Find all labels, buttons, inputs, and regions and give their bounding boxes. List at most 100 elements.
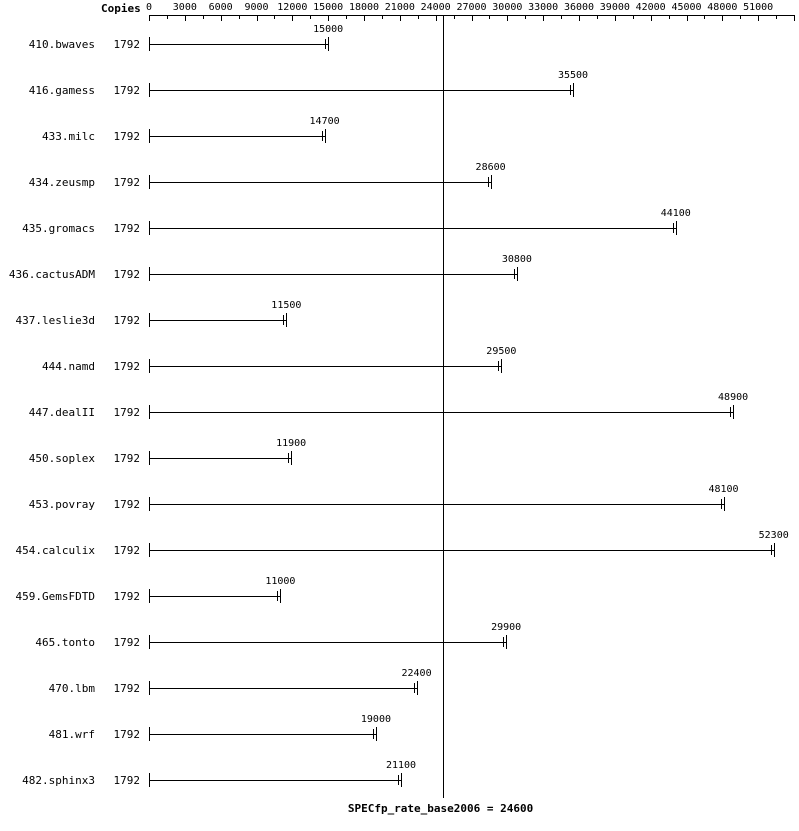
x-tick [257, 15, 258, 21]
bar-line [149, 136, 325, 137]
x-tick-label: 27000 [456, 2, 486, 13]
x-tick [669, 15, 670, 19]
bar-value-label: 28600 [476, 162, 506, 173]
x-tick-label: 3000 [173, 2, 197, 13]
bar-value-label: 29900 [491, 622, 521, 633]
benchmark-name: 433.milc [0, 130, 95, 143]
x-tick [651, 15, 652, 21]
x-tick [633, 15, 634, 19]
x-tick [310, 15, 311, 19]
x-tick [328, 15, 329, 21]
bar-end-cap [280, 589, 281, 603]
bar-end-cap [676, 221, 677, 235]
copies-header: Copies [101, 2, 141, 15]
bar-line [149, 182, 491, 183]
x-tick [436, 15, 437, 21]
bar-line [149, 688, 417, 689]
x-tick [525, 15, 526, 19]
copies-value: 1792 [100, 314, 140, 327]
x-tick [722, 15, 723, 21]
benchmark-name: 444.namd [0, 360, 95, 373]
bar-end-cap [506, 635, 507, 649]
bar-end-cap-secondary [498, 361, 499, 371]
bar-end-cap [417, 681, 418, 695]
copies-value: 1792 [100, 728, 140, 741]
bar-end-cap-secondary [488, 177, 489, 187]
copies-value: 1792 [100, 682, 140, 695]
bar-value-label: 22400 [401, 668, 431, 679]
bar-line [149, 734, 376, 735]
x-tick [185, 15, 186, 21]
x-tick [561, 15, 562, 19]
copies-value: 1792 [100, 130, 140, 143]
bar-line [149, 642, 506, 643]
benchmark-name: 447.dealII [0, 406, 95, 419]
bar-end-cap-secondary [570, 85, 571, 95]
benchmark-name: 410.bwaves [0, 38, 95, 51]
bar-end-cap-secondary [322, 131, 323, 141]
x-tick-label: 39000 [600, 2, 630, 13]
benchmark-name: 453.povray [0, 498, 95, 511]
copies-value: 1792 [100, 590, 140, 603]
x-tick [794, 15, 795, 21]
x-tick-label: 48000 [707, 2, 737, 13]
x-tick [364, 15, 365, 21]
x-tick [687, 15, 688, 21]
benchmark-name: 454.calculix [0, 544, 95, 557]
bar-value-label: 48100 [708, 484, 738, 495]
bar-value-label: 29500 [486, 346, 516, 357]
benchmark-name: 465.tonto [0, 636, 95, 649]
x-tick-label: 12000 [277, 2, 307, 13]
bar-line [149, 550, 774, 551]
bar-end-cap-secondary [730, 407, 731, 417]
x-tick [543, 15, 544, 21]
x-tick [579, 15, 580, 21]
x-tick-label: 6000 [209, 2, 233, 13]
bar-line [149, 458, 291, 459]
bar-line [149, 228, 676, 229]
copies-value: 1792 [100, 452, 140, 465]
x-tick [346, 15, 347, 19]
bar-value-label: 14700 [310, 116, 340, 127]
x-tick-label: 51000 [743, 2, 773, 13]
bar-line [149, 44, 328, 45]
x-tick [149, 15, 150, 21]
benchmark-name: 416.gamess [0, 84, 95, 97]
x-tick [597, 15, 598, 19]
bar-end-cap-secondary [277, 591, 278, 601]
x-tick [758, 15, 759, 21]
spec-chart: Copies 030006000900012000150001800021000… [0, 0, 799, 831]
x-tick [740, 15, 741, 19]
bar-value-label: 21100 [386, 760, 416, 771]
x-tick-label: 24000 [421, 2, 451, 13]
bar-line [149, 504, 724, 505]
benchmark-name: 482.sphinx3 [0, 774, 95, 787]
x-tick-label: 42000 [636, 2, 666, 13]
copies-value: 1792 [100, 176, 140, 189]
benchmark-name: 436.cactusADM [0, 268, 95, 281]
bar-end-cap-secondary [514, 269, 515, 279]
benchmark-name: 481.wrf [0, 728, 95, 741]
baseline-marker [443, 15, 444, 798]
bar-end-cap [325, 129, 326, 143]
bar-value-label: 11000 [265, 576, 295, 587]
bar-end-cap-secondary [771, 545, 772, 555]
bar-end-cap [291, 451, 292, 465]
x-tick [274, 15, 275, 19]
benchmark-name: 459.GemsFDTD [0, 590, 95, 603]
bar-line [149, 320, 286, 321]
x-tick [292, 15, 293, 21]
copies-value: 1792 [100, 84, 140, 97]
x-tick [472, 15, 473, 21]
x-tick-label: 21000 [385, 2, 415, 13]
x-tick [203, 15, 204, 19]
benchmark-name: 435.gromacs [0, 222, 95, 235]
x-tick-label: 18000 [349, 2, 379, 13]
bar-end-cap-secondary [503, 637, 504, 647]
copies-value: 1792 [100, 360, 140, 373]
bar-value-label: 11500 [271, 300, 301, 311]
x-tick [489, 15, 490, 19]
bar-end-cap-secondary [373, 729, 374, 739]
benchmark-name: 437.leslie3d [0, 314, 95, 327]
bar-end-cap [401, 773, 402, 787]
